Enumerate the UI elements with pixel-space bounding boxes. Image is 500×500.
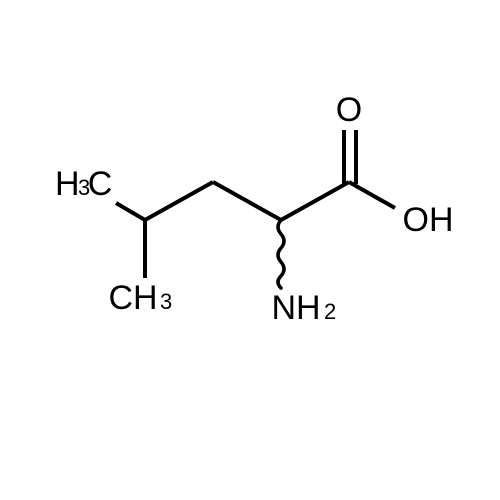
molecule-diagram: H 3 C CH 3 O OH NH 2 — [0, 0, 500, 500]
label-h3c: H 3 C — [55, 165, 112, 203]
svg-text:CH: CH — [108, 279, 157, 317]
bond-c1-c2 — [145, 182, 213, 220]
label-nh2: NH 2 — [271, 289, 336, 327]
bond-c4-oh — [349, 182, 395, 208]
label-ch3: CH 3 — [108, 279, 172, 317]
bond-ch3a-c1 — [116, 203, 145, 220]
bond-c3-nh2-wavy — [278, 220, 284, 288]
svg-text:H: H — [55, 165, 80, 203]
svg-text:NH: NH — [271, 289, 320, 327]
svg-text:2: 2 — [324, 299, 336, 324]
label-o: O — [336, 91, 362, 129]
bond-c3-c4 — [281, 182, 349, 220]
bond-c2-c3 — [213, 182, 281, 220]
svg-text:C: C — [88, 165, 113, 203]
svg-text:3: 3 — [160, 289, 172, 314]
label-oh: OH — [403, 201, 454, 239]
